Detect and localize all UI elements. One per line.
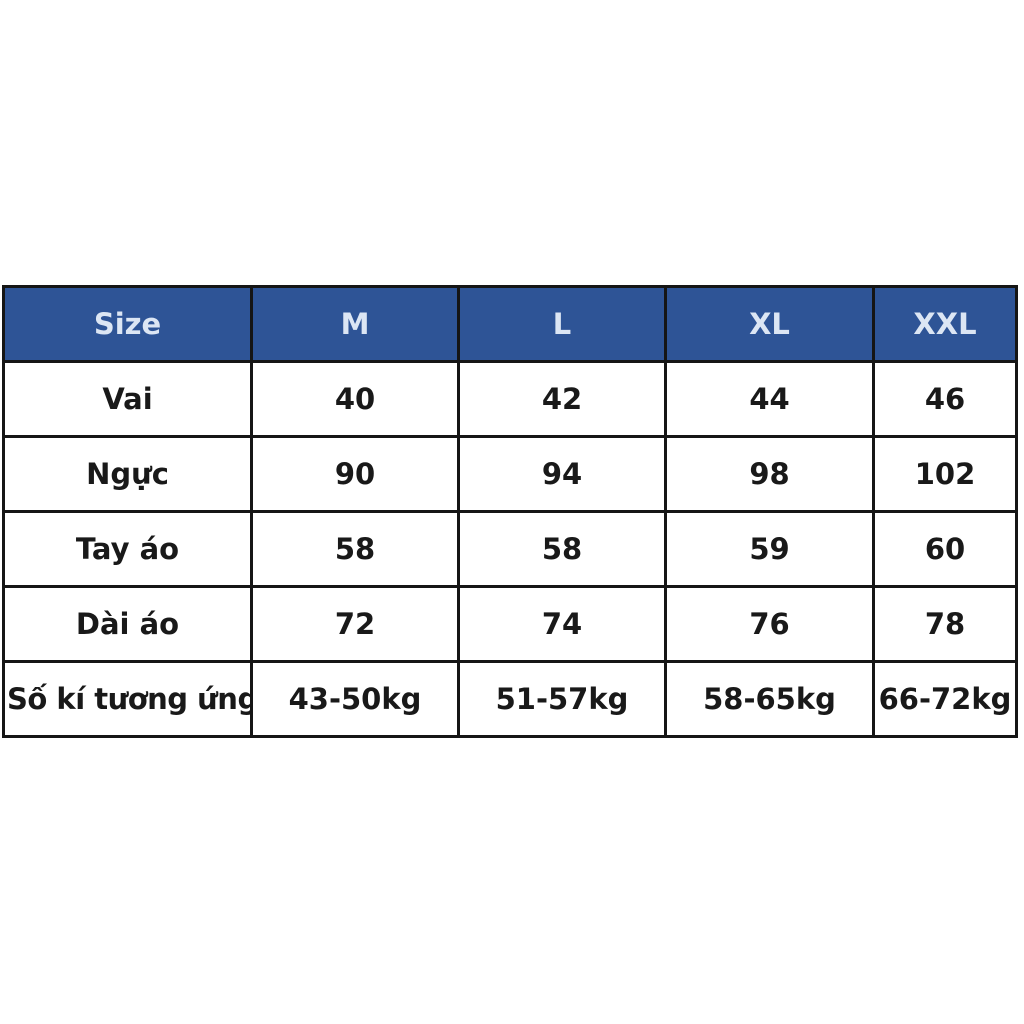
cell-value: 90	[250, 435, 460, 513]
cell-value: 58	[250, 510, 460, 588]
cell-value: 58-65kg	[664, 660, 875, 738]
table-row-vai: Vai 40 42 44 46	[2, 360, 1018, 438]
table-row-so-ki-tuong-ung: Số kí tương ứng 43-50kg 51-57kg 58-65kg …	[2, 660, 1018, 738]
cell-value: 42	[457, 360, 667, 438]
cell-value: 102	[872, 435, 1018, 513]
cell-value: 46	[872, 360, 1018, 438]
row-label: Ngực	[2, 435, 253, 513]
row-label: Dài áo	[2, 585, 253, 663]
size-chart-table: Size M L XL XXL Vai 40 42 44 46 Ngực 90 …	[2, 285, 1018, 738]
header-cell-xl: XL	[664, 285, 875, 363]
cell-value: 60	[872, 510, 1018, 588]
cell-value: 59	[664, 510, 875, 588]
cell-value: 74	[457, 585, 667, 663]
cell-value: 94	[457, 435, 667, 513]
cell-value: 98	[664, 435, 875, 513]
size-chart: Size M L XL XXL Vai 40 42 44 46 Ngực 90 …	[2, 285, 1018, 738]
cell-value: 51-57kg	[457, 660, 667, 738]
cell-value: 44	[664, 360, 875, 438]
row-label: Số kí tương ứng	[2, 660, 253, 738]
table-row-tay-ao: Tay áo 58 58 59 60	[2, 510, 1018, 588]
cell-value: 66-72kg	[872, 660, 1018, 738]
cell-value: 40	[250, 360, 460, 438]
cell-value: 43-50kg	[250, 660, 460, 738]
table-row-nguc: Ngực 90 94 98 102	[2, 435, 1018, 513]
row-label: Tay áo	[2, 510, 253, 588]
cell-value: 78	[872, 585, 1018, 663]
header-cell-xxl: XXL	[872, 285, 1018, 363]
cell-value: 76	[664, 585, 875, 663]
row-label: Vai	[2, 360, 253, 438]
header-cell-m: M	[250, 285, 460, 363]
cell-value: 72	[250, 585, 460, 663]
cell-value: 58	[457, 510, 667, 588]
header-cell-size: Size	[2, 285, 253, 363]
table-row-dai-ao: Dài áo 72 74 76 78	[2, 585, 1018, 663]
header-cell-l: L	[457, 285, 667, 363]
table-header-row: Size M L XL XXL	[2, 285, 1018, 363]
